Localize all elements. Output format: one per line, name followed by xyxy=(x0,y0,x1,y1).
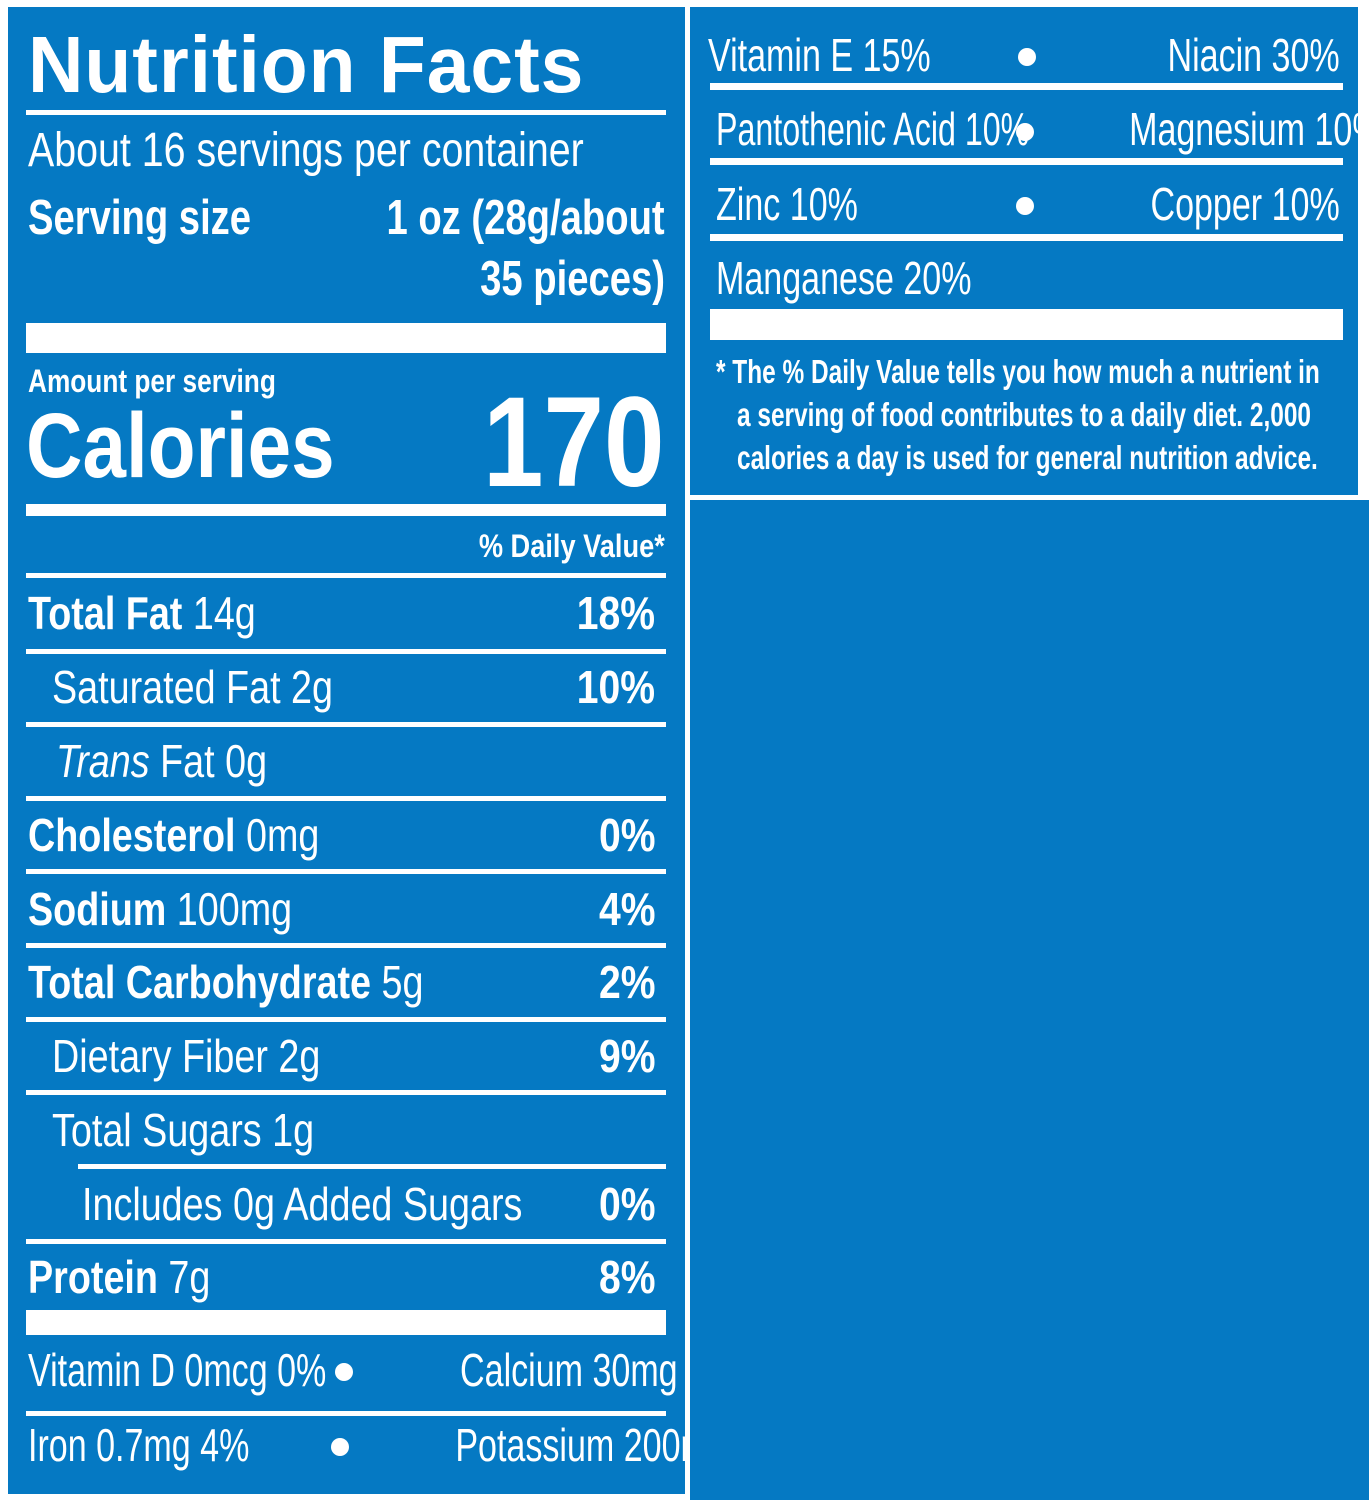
serving-size-value-line1: 1 oz (28g/about xyxy=(386,191,665,245)
divider-title xyxy=(26,110,666,115)
micro-magnesium: Magnesium 10% xyxy=(1129,103,1369,155)
divider xyxy=(26,1017,666,1022)
bullet-icon xyxy=(1016,197,1034,215)
micro-niacin: Niacin 30% xyxy=(1167,29,1340,81)
nutrient-row-cholesterol: Cholesterol 0mg xyxy=(28,809,320,861)
dv-total-carbohydrate: 2% xyxy=(598,956,655,1008)
nutrition-facts-main-panel: Nutrition Facts About 16 servings per co… xyxy=(8,7,787,1494)
micro-manganese: Manganese 20% xyxy=(716,252,972,304)
dv-cholesterol: 0% xyxy=(598,809,655,861)
micro-copper: Copper 10% xyxy=(1150,178,1340,230)
amount-per-serving: Amount per serving xyxy=(28,363,276,399)
serving-size-value-line2: 35 pieces) xyxy=(480,252,665,306)
divider-indented xyxy=(78,1164,666,1169)
micro-calcium: Calcium 30mg 2% xyxy=(460,1344,737,1396)
dv-saturated-fat: 10% xyxy=(576,661,655,713)
thick-divider-calories xyxy=(26,504,666,516)
divider xyxy=(26,649,666,654)
micro-iron: Iron 0.7mg 4% xyxy=(28,1419,250,1471)
nutrient-row-total-carbohydrate: Total Carbohydrate 5g xyxy=(28,956,424,1008)
micro-zinc: Zinc 10% xyxy=(716,178,858,230)
micro-vitamin-d: Vitamin D 0mcg 0% xyxy=(28,1344,327,1396)
divider xyxy=(26,796,666,801)
nutrient-row-added-sugars: Includes 0g Added Sugars xyxy=(82,1178,523,1230)
thick-divider-footnote xyxy=(710,309,1343,340)
footnote-line-1: * The % Daily Value tells you how much a… xyxy=(716,353,1320,390)
footnote-line-2: a serving of food contributes to a daily… xyxy=(737,396,1311,433)
micro-potassium: Potassium 200mg 4% xyxy=(455,1419,787,1471)
label-title: Nutrition Facts xyxy=(28,20,585,109)
nutrient-row-total-sugars: Total Sugars 1g xyxy=(52,1104,315,1156)
empty-label-area xyxy=(690,500,1369,1500)
divider xyxy=(710,83,1343,90)
nutrient-row-dietary-fiber: Dietary Fiber 2g xyxy=(52,1030,321,1082)
calories-label: Calories xyxy=(26,395,335,497)
daily-value-header: % Daily Value* xyxy=(479,528,665,564)
nutrient-row-trans-fat: Trans Fat 0g xyxy=(56,735,268,787)
servings-per-container: About 16 servings per container xyxy=(28,124,584,177)
nutrient-row-sodium: Sodium 100mg xyxy=(28,883,293,935)
thick-divider-serving xyxy=(26,323,666,353)
bullet-icon xyxy=(331,1438,349,1456)
divider xyxy=(26,1090,666,1095)
divider xyxy=(710,234,1343,241)
nutrient-row-total-fat: Total Fat 14g xyxy=(28,587,256,639)
dv-sodium: 4% xyxy=(598,883,655,935)
calories-value: 170 xyxy=(483,371,665,514)
bullet-icon xyxy=(1018,48,1036,66)
nutrient-row-saturated-fat: Saturated Fat 2g xyxy=(52,661,333,713)
nutrient-row-protein: Protein 7g xyxy=(28,1251,211,1303)
footnote-line-3: calories a day is used for general nutri… xyxy=(737,439,1318,476)
divider xyxy=(26,943,666,948)
nutrition-facts-vitamins-panel: Vitamin E 15% Niacin 30% Pantothenic Aci… xyxy=(690,7,1369,495)
serving-size-label: Serving size xyxy=(28,191,252,245)
thick-divider-micros xyxy=(26,1310,666,1335)
dv-dietary-fiber: 9% xyxy=(598,1030,655,1082)
micro-vitamin-e: Vitamin E 15% xyxy=(708,29,931,81)
micro-pantothenic-acid: Pantothenic Acid 10% xyxy=(716,103,1030,155)
bullet-icon xyxy=(1016,123,1034,141)
divider xyxy=(26,1239,666,1244)
bullet-icon xyxy=(335,1363,353,1381)
divider xyxy=(26,1411,666,1416)
divider xyxy=(710,158,1343,165)
divider xyxy=(26,722,666,727)
dv-added-sugars: 0% xyxy=(598,1178,655,1230)
divider xyxy=(26,869,666,874)
divider-dv xyxy=(26,573,666,578)
dv-protein: 8% xyxy=(598,1251,655,1303)
dv-total-fat: 18% xyxy=(576,587,655,639)
